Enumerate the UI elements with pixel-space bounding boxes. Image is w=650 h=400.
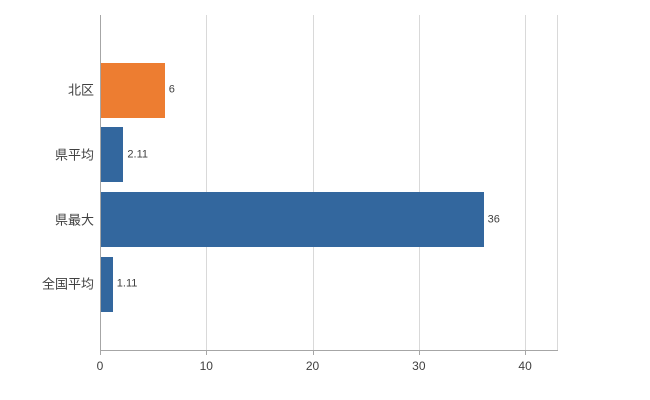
x-axis-tick bbox=[525, 350, 527, 355]
x-axis-tick bbox=[206, 350, 208, 355]
x-axis-tick-label: 40 bbox=[518, 359, 532, 373]
x-axis-tick-label: 0 bbox=[96, 359, 104, 373]
x-axis-tick-label: 10 bbox=[199, 359, 213, 373]
x-axis-line bbox=[100, 350, 558, 351]
category-label: 北区 bbox=[67, 82, 94, 98]
x-axis-tick-label: 30 bbox=[412, 359, 426, 373]
value-label: 36 bbox=[487, 213, 500, 226]
x-axis-tick-label: 20 bbox=[305, 359, 320, 373]
category-label: 全国平均 bbox=[41, 276, 94, 292]
bar bbox=[101, 192, 484, 248]
x-axis-tick bbox=[312, 350, 314, 355]
category-label: 県平均 bbox=[54, 147, 94, 163]
value-label: 6 bbox=[168, 83, 175, 96]
plot-border-right bbox=[557, 15, 558, 350]
gridline bbox=[312, 15, 314, 350]
x-axis-tick bbox=[418, 350, 420, 355]
y-axis-line bbox=[100, 15, 101, 355]
category-label: 県最大 bbox=[54, 212, 94, 228]
value-label: 1.11 bbox=[116, 277, 138, 290]
bar bbox=[101, 62, 165, 118]
bar bbox=[101, 127, 124, 183]
gridline bbox=[418, 15, 420, 350]
gridline bbox=[206, 15, 208, 350]
bar bbox=[101, 256, 113, 312]
gridline bbox=[525, 15, 527, 350]
value-label: 2.11 bbox=[127, 148, 149, 161]
